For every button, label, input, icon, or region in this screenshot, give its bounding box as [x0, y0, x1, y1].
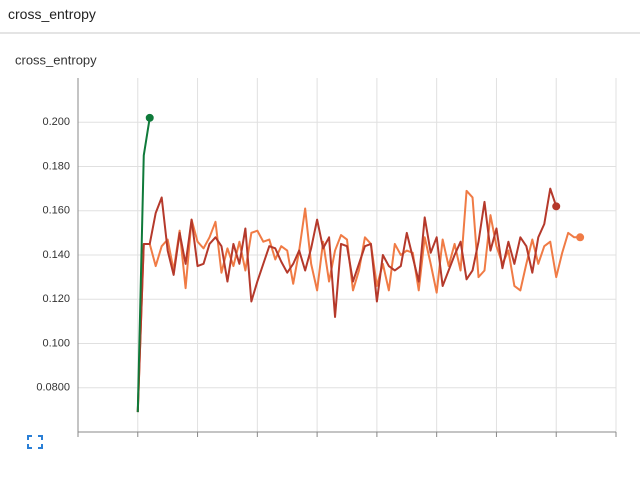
series-end-dot — [552, 202, 561, 211]
y-tick-label: 0.200 — [42, 116, 70, 128]
y-tick-label: 0.180 — [42, 160, 70, 172]
y-tick-label: 0.160 — [42, 205, 70, 217]
series-line — [136, 189, 581, 413]
y-tick-label: 0.0800 — [36, 382, 70, 394]
header: cross_entropy — [0, 0, 640, 34]
series-end-dot — [576, 233, 585, 242]
y-tick-label: 0.120 — [42, 293, 70, 305]
header-title: cross_entropy — [8, 6, 96, 22]
series-line — [136, 117, 151, 413]
series-end-dot — [145, 113, 154, 122]
y-tick-label: 0.100 — [42, 337, 70, 349]
series-line — [136, 187, 558, 413]
expand-icon[interactable] — [27, 435, 43, 449]
chart-title: cross_entropy — [15, 52, 97, 67]
y-tick-label: 0.140 — [42, 249, 70, 261]
expand-icon-path — [27, 435, 43, 449]
